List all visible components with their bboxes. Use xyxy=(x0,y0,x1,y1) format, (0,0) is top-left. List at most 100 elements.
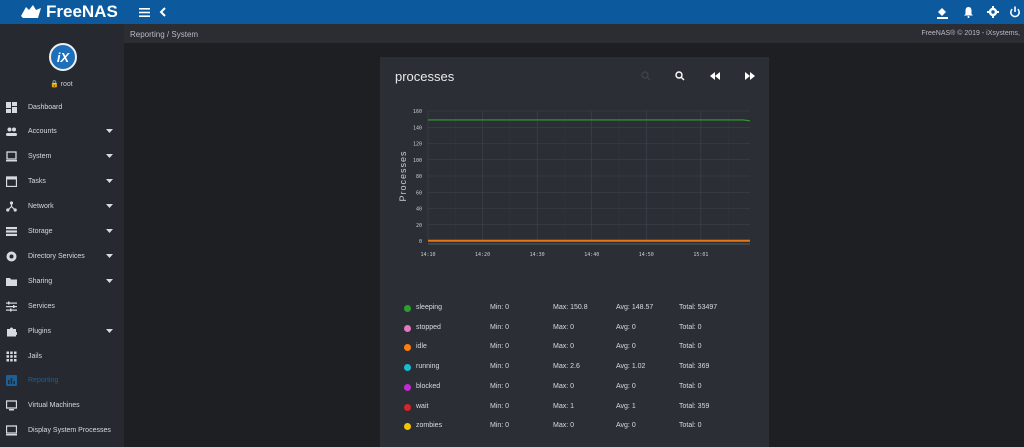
services-icon xyxy=(6,301,17,312)
legend-total: Total: 369 xyxy=(679,363,710,371)
sidebar-item-tasks[interactable]: Tasks xyxy=(0,170,124,194)
accounts-icon xyxy=(6,126,17,137)
y-tick-label: 100 xyxy=(413,158,422,164)
legend-row-idle[interactable]: idle Min: 0 Max: 0 Avg: 0 Total: 0 xyxy=(404,341,744,355)
fast-forward-icon xyxy=(745,72,755,80)
sidebar-item-label: Network xyxy=(28,203,54,211)
legend-avg: Avg: 148.57 xyxy=(616,304,654,311)
x-tick-label: 14:40 xyxy=(584,252,599,258)
legend-min: Min: 0 xyxy=(490,304,510,311)
legend-total: Total: 0 xyxy=(679,382,702,390)
sidebar-item-virtual-machines[interactable]: Virtual Machines xyxy=(0,394,124,418)
legend-swatch xyxy=(404,364,411,372)
sharing-icon xyxy=(6,276,17,287)
sidebar-item-label: Jails xyxy=(28,352,43,360)
step-back-button[interactable] xyxy=(709,70,721,82)
caret-down-icon xyxy=(106,228,113,235)
directory-icon xyxy=(6,251,17,262)
freenas-logo[interactable]: FreeNAS xyxy=(20,2,118,22)
processes-card: processes 160 140 120 100 80 60 40 20 0 14:10 14:2… xyxy=(380,57,769,447)
sidebar-item-system[interactable]: System xyxy=(0,145,124,169)
legend-swatch xyxy=(404,324,411,332)
sidebar-item-services[interactable]: Services xyxy=(0,294,124,318)
sidebar-item-reporting[interactable]: Reporting xyxy=(0,369,124,393)
y-tick-label: 60 xyxy=(416,190,422,196)
step-forward-button[interactable] xyxy=(744,70,756,82)
legend-series-name: idle xyxy=(416,343,427,351)
bell-icon xyxy=(963,7,973,18)
caret-down-icon xyxy=(106,278,113,285)
x-tick-label: 14:30 xyxy=(530,252,545,258)
legend-max: Max: 0 xyxy=(553,422,575,430)
legend-total: Total: 359 xyxy=(679,402,710,410)
sidebar-item-label: Plugins xyxy=(28,327,51,335)
legend-row-sleeping[interactable]: sleeping Min: 0 Max: 150.8 Avg: 148.57 Total… xyxy=(404,302,744,316)
sidebar-item-sharing[interactable]: Sharing xyxy=(0,269,124,293)
sidebar-item-jails[interactable]: Jails xyxy=(0,344,124,368)
zoom-reset-button[interactable] xyxy=(640,70,652,82)
x-tick-label: 14:10 xyxy=(420,252,435,258)
y-tick-label: 120 xyxy=(413,142,422,148)
legend-max: Max: 0 xyxy=(553,323,575,331)
top-bar: FreeNAS xyxy=(0,0,1024,24)
sidebar-item-dashboard[interactable]: Dashboard xyxy=(0,95,124,119)
system-icon xyxy=(6,151,17,162)
legend-row-zombies[interactable]: zombies Min: 0 Max: 0 Avg: 0 Total: 0 xyxy=(404,420,744,434)
processes-icon xyxy=(6,425,17,436)
zoom-in-button[interactable] xyxy=(674,70,686,82)
legend-min: Min: 0 xyxy=(490,343,510,351)
y-tick-label: 80 xyxy=(416,174,422,180)
sidebar-item-directory-services[interactable]: Directory Services xyxy=(0,244,124,268)
y-tick-label: 160 xyxy=(413,109,422,115)
legend-max: Max: 2.6 xyxy=(553,363,580,371)
sidebar-item-plugins[interactable]: Plugins xyxy=(0,319,124,343)
legend-row-wait[interactable]: wait Min: 0 Max: 1 Avg: 1 Total: 359 xyxy=(404,401,744,415)
tasks-icon xyxy=(6,176,17,188)
power-button[interactable] xyxy=(1006,3,1024,21)
legend-series-name: blocked xyxy=(416,382,441,390)
theme-button[interactable] xyxy=(933,3,951,21)
settings-button[interactable] xyxy=(984,3,1002,21)
sidebar-item-storage[interactable]: Storage xyxy=(0,220,124,244)
card-title: processes xyxy=(395,69,455,84)
legend-max: Max: 150.8 xyxy=(553,304,588,311)
x-tick-label: 14:20 xyxy=(475,252,490,258)
legend-min: Min: 0 xyxy=(490,422,510,430)
sidebar-item-network[interactable]: Network xyxy=(0,195,124,219)
legend-swatch xyxy=(404,403,411,411)
user-label: 🔒 root xyxy=(50,80,73,88)
sidebar-item-accounts[interactable]: Accounts xyxy=(0,120,124,144)
legend-max: Max: 1 xyxy=(553,402,575,410)
menu-toggle-button[interactable] xyxy=(135,3,153,21)
x-tick-label: 14:50 xyxy=(639,252,654,258)
caret-down-icon xyxy=(106,328,113,335)
network-icon xyxy=(6,201,17,212)
legend-avg: Avg: 0 xyxy=(616,323,636,331)
caret-down-icon xyxy=(106,253,113,260)
y-tick-label: 0 xyxy=(419,239,422,245)
legend-series-name: zombies xyxy=(416,422,443,430)
power-icon xyxy=(1010,6,1020,18)
legend-series-name: wait xyxy=(416,402,429,410)
breadcrumb-reporting[interactable]: Reporting xyxy=(130,30,165,39)
sidebar-item-label: Services xyxy=(28,302,55,310)
legend-min: Min: 0 xyxy=(490,323,510,331)
breadcrumb-separator: / xyxy=(166,30,170,39)
legend-min: Min: 0 xyxy=(490,402,510,410)
notifications-button[interactable] xyxy=(959,3,977,21)
zoom-out-icon xyxy=(641,71,651,81)
dashboard-icon xyxy=(6,101,17,113)
storage-icon xyxy=(6,226,17,237)
collapse-sidebar-button[interactable] xyxy=(154,3,172,21)
legend-row-running[interactable]: running Min: 0 Max: 2.6 Avg: 1.02 Total: 369 xyxy=(404,361,744,375)
legend-row-blocked[interactable]: blocked Min: 0 Max: 0 Avg: 0 Total: 0 xyxy=(404,381,744,395)
jails-icon xyxy=(6,351,17,362)
legend-row-stopped[interactable]: stopped Min: 0 Max: 0 Avg: 0 Total: 0 xyxy=(404,322,744,336)
legend-swatch xyxy=(404,383,411,391)
legend-avg: Avg: 0 xyxy=(616,343,636,351)
legend-series-name: running xyxy=(416,363,440,371)
sidebar-item-label: Tasks xyxy=(28,178,46,186)
sidebar-item-display-system-processes[interactable]: Display System Processes xyxy=(0,419,124,443)
caret-down-icon xyxy=(106,178,113,185)
sidebar-item-label: Storage xyxy=(28,228,53,235)
